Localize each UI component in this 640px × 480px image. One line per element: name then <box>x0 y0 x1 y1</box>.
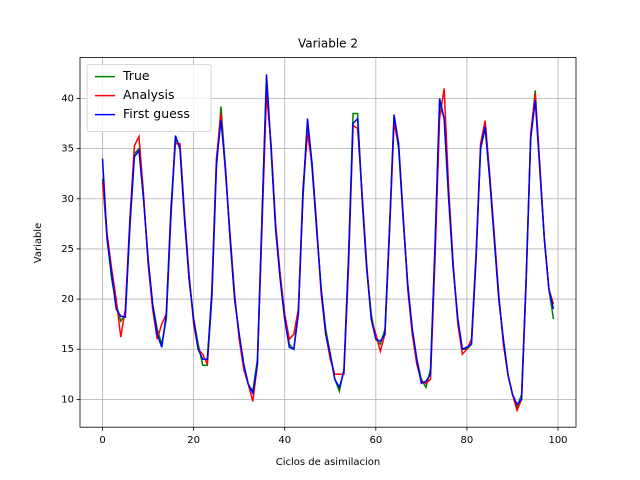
legend-label: Analysis <box>123 87 175 102</box>
x-tick-label: 40 <box>278 435 291 446</box>
y-tick-label: 10 <box>61 394 74 405</box>
y-tick-label: 35 <box>61 144 74 155</box>
y-axis-label: Variable <box>33 223 44 264</box>
legend-label: True <box>122 68 150 83</box>
y-tick-label: 40 <box>61 93 74 104</box>
y-tick-label: 30 <box>61 194 74 205</box>
line-series <box>101 74 555 406</box>
y-tick-label: 15 <box>61 344 74 355</box>
chart-title: Variable 2 <box>298 37 358 51</box>
y-tick-label: 20 <box>61 294 74 305</box>
y-tick-label: 25 <box>61 244 74 255</box>
x-tick-label: 60 <box>369 435 382 446</box>
legend-label: First guess <box>123 106 190 121</box>
x-tick-label: 20 <box>187 435 200 446</box>
x-tick-label: 100 <box>548 435 567 446</box>
plot-frame <box>79 57 577 428</box>
x-tick-label: 80 <box>461 435 474 446</box>
x-tick-label: 0 <box>99 435 105 446</box>
legend-box <box>86 64 212 132</box>
x-axis-label: Ciclos de asimilacion <box>276 457 381 468</box>
